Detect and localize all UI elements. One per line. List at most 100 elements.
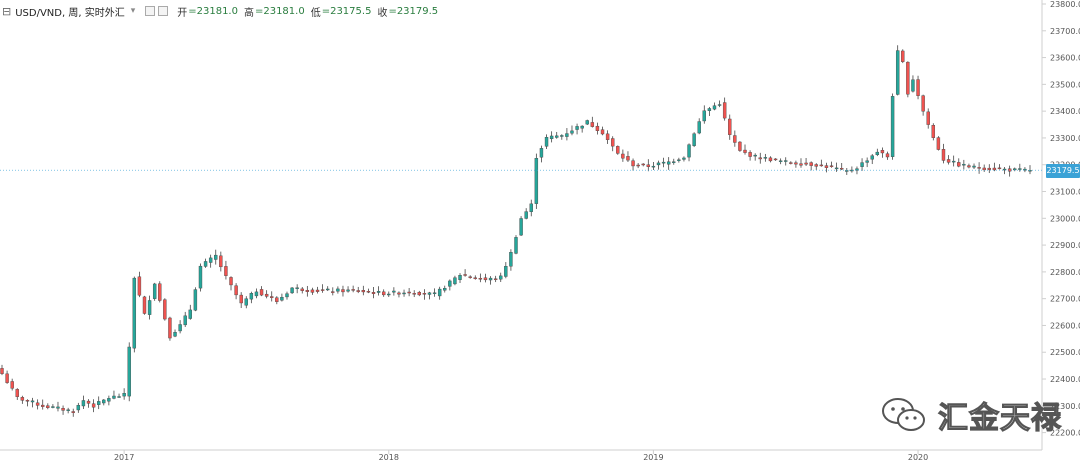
candle-body (834, 167, 839, 170)
candle-body (1002, 168, 1007, 171)
candle-body (208, 257, 213, 263)
candle-body (997, 167, 1002, 170)
candle-body (539, 148, 544, 158)
candle-body (926, 111, 930, 125)
candle-body (957, 162, 961, 167)
candle-body (300, 288, 304, 291)
candle-body (885, 153, 890, 158)
candle-body (203, 261, 208, 267)
candle-body (412, 293, 416, 295)
candle-body (819, 164, 824, 167)
candle-body (244, 298, 248, 306)
candle-body (534, 158, 539, 204)
candle-body (112, 395, 116, 399)
collapse-box-icon[interactable]: ⊟ (2, 4, 12, 18)
candle-body (224, 266, 228, 276)
candle-body (870, 155, 874, 160)
candle-body (580, 125, 584, 129)
candle-series (0, 45, 1032, 417)
candle-body (763, 157, 768, 159)
candle-body (600, 129, 605, 135)
candle-body (972, 165, 976, 168)
candle-body (565, 133, 569, 137)
candle-body (35, 402, 40, 406)
candle-body (722, 102, 727, 119)
candle-body (962, 163, 966, 166)
candle-body (193, 289, 198, 311)
chart-legend: ⊟ USD/VND, 周, 实时外汇 ▾ 开 =23181.0 高 =23181.0… (2, 3, 438, 19)
candle-body (575, 126, 579, 130)
candle-body (941, 149, 946, 161)
candle-body (198, 265, 203, 289)
candle-body (692, 133, 696, 146)
eye-icon[interactable] (145, 6, 156, 16)
y-tick-label: 23700.0 (1050, 27, 1080, 36)
candle-body (814, 164, 818, 167)
y-tick-label: 23000.0 (1050, 214, 1080, 223)
candle-body (840, 168, 844, 170)
candle-body (499, 275, 503, 280)
symbol-title[interactable]: USD/VND, 周, 实时外汇 (15, 7, 125, 19)
candle-body (102, 399, 106, 404)
candle-body (188, 309, 192, 319)
candle-body (15, 389, 19, 397)
candle-body (320, 289, 325, 291)
candle-body (605, 133, 610, 140)
candle-body (585, 120, 589, 125)
candle-body (829, 165, 834, 167)
candle-body (514, 237, 518, 254)
candle-body (748, 152, 752, 157)
candle-body (656, 162, 661, 166)
x-tick-label: 2017 (114, 453, 134, 462)
candle-body (677, 159, 681, 161)
candle-body (371, 292, 376, 294)
candle-body (544, 137, 549, 147)
candle-body (168, 317, 172, 339)
ohlc-high-value: =23181.0 (254, 5, 305, 17)
candle-body (51, 406, 55, 408)
chevron-down-icon[interactable]: ▾ (130, 6, 136, 16)
candle-body (387, 293, 391, 296)
candle-body (381, 291, 386, 296)
candle-body (982, 167, 986, 171)
x-tick-label: 2019 (643, 453, 663, 462)
candle-body (173, 332, 177, 337)
candle-body (366, 291, 371, 293)
candle-body (392, 290, 396, 293)
candle-body (127, 346, 131, 397)
candle-body (931, 125, 936, 138)
candle-body (219, 255, 223, 268)
candle-body (483, 277, 488, 281)
candle-body (789, 162, 793, 164)
candle-body (76, 405, 81, 411)
candle-body (229, 277, 233, 286)
y-tick-label: 23600.0 (1050, 54, 1080, 63)
candle-body (906, 61, 910, 95)
candle-body (733, 135, 737, 143)
candle-body (590, 122, 595, 127)
candle-body (519, 218, 523, 236)
candle-body (443, 288, 447, 291)
candle-body (845, 170, 849, 172)
candle-body (310, 289, 315, 293)
candle-body (529, 203, 533, 212)
candle-body (987, 167, 991, 170)
candle-body (407, 291, 411, 294)
candle-body (397, 292, 401, 295)
candle-body (951, 160, 956, 163)
candle-body (142, 296, 147, 314)
watermark: 汇金天禄 (880, 393, 1062, 437)
candle-body (616, 146, 620, 154)
candle-body (331, 291, 335, 293)
candle-body (137, 276, 142, 296)
candle-body (570, 130, 574, 134)
y-tick-label: 22400.0 (1050, 375, 1080, 384)
candle-body (453, 277, 457, 285)
candle-body (1013, 168, 1017, 171)
candle-body (402, 292, 406, 295)
candle-body (631, 160, 635, 167)
candle-body (728, 118, 732, 135)
candle-body (504, 266, 508, 277)
settings-icon[interactable] (158, 6, 169, 16)
